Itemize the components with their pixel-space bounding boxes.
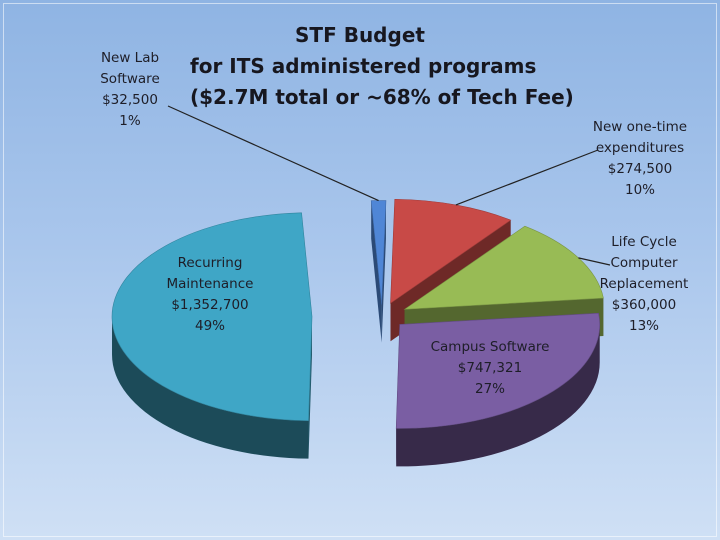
pie-slice	[390, 198, 512, 304]
slice-label-line: Maintenance	[166, 276, 254, 292]
pie-slice-cut-face	[308, 316, 313, 459]
slice-label-line: Replacement	[599, 276, 689, 292]
pie-slice	[403, 225, 604, 310]
label-recurring-maintenance: Recurring Maintenance $1,352,700 49%	[150, 253, 270, 337]
label-campus-software: Campus Software $747,321 27%	[410, 337, 570, 400]
slice-percent-label: 27%	[474, 381, 505, 397]
slice-percent-label: 1%	[119, 113, 141, 129]
slice-percent-label: 49%	[194, 318, 225, 334]
slice-label-line: Campus Software	[430, 339, 550, 355]
pie-top-layer	[111, 198, 604, 429]
pie-slice-cut-face	[381, 200, 386, 343]
chart-title-line-3: ($2.7M total or ~68% of Tech Fee)	[190, 85, 574, 109]
slice-value-label: $32,500	[102, 92, 158, 108]
slice-value-label: $360,000	[611, 297, 677, 313]
slice-label-line: Software	[100, 71, 160, 87]
slice-label-line: expenditures	[595, 140, 685, 156]
slice-percent-label: 10%	[624, 182, 655, 198]
slice-percent-label: 13%	[628, 318, 659, 334]
leader-line	[167, 105, 379, 202]
leader-line	[455, 149, 599, 206]
slice-value-label: $1,352,700	[171, 297, 249, 313]
pie-slice	[395, 312, 601, 429]
slice-label-line: Computer	[610, 255, 678, 271]
leader-line	[578, 257, 611, 266]
slice-label-line: Life Cycle	[611, 234, 677, 250]
chart-title-line-1: STF Budget	[295, 23, 425, 47]
slice-value-label: $274,500	[607, 161, 673, 177]
slice-value-label: $747,321	[457, 360, 523, 376]
chart-title: STF Budget for ITS administered programs…	[190, 20, 574, 113]
label-new-one-time-expenditures: New one-time expenditures $274,500 10%	[578, 117, 702, 201]
pie-slice-outer-wall	[112, 316, 309, 459]
pie-slice	[111, 212, 313, 421]
slice-label-line: Recurring	[177, 255, 243, 271]
label-new-lab-software: New Lab Software $32,500 1%	[86, 48, 174, 132]
slice-label-line: New Lab	[100, 50, 160, 66]
slice-label-line: New one-time	[592, 119, 688, 135]
label-life-cycle-computer-replacement: Life Cycle Computer Replacement $360,000…	[588, 232, 700, 337]
pie-slice-outer-wall	[396, 324, 600, 467]
pie-slice-cut-face	[371, 200, 382, 343]
chart-title-line-2: for ITS administered programs	[190, 54, 537, 78]
slide-frame	[3, 3, 717, 537]
